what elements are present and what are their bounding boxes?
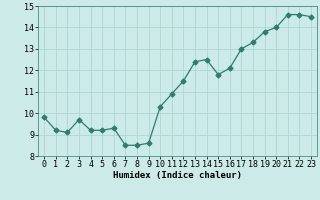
X-axis label: Humidex (Indice chaleur): Humidex (Indice chaleur) bbox=[113, 171, 242, 180]
